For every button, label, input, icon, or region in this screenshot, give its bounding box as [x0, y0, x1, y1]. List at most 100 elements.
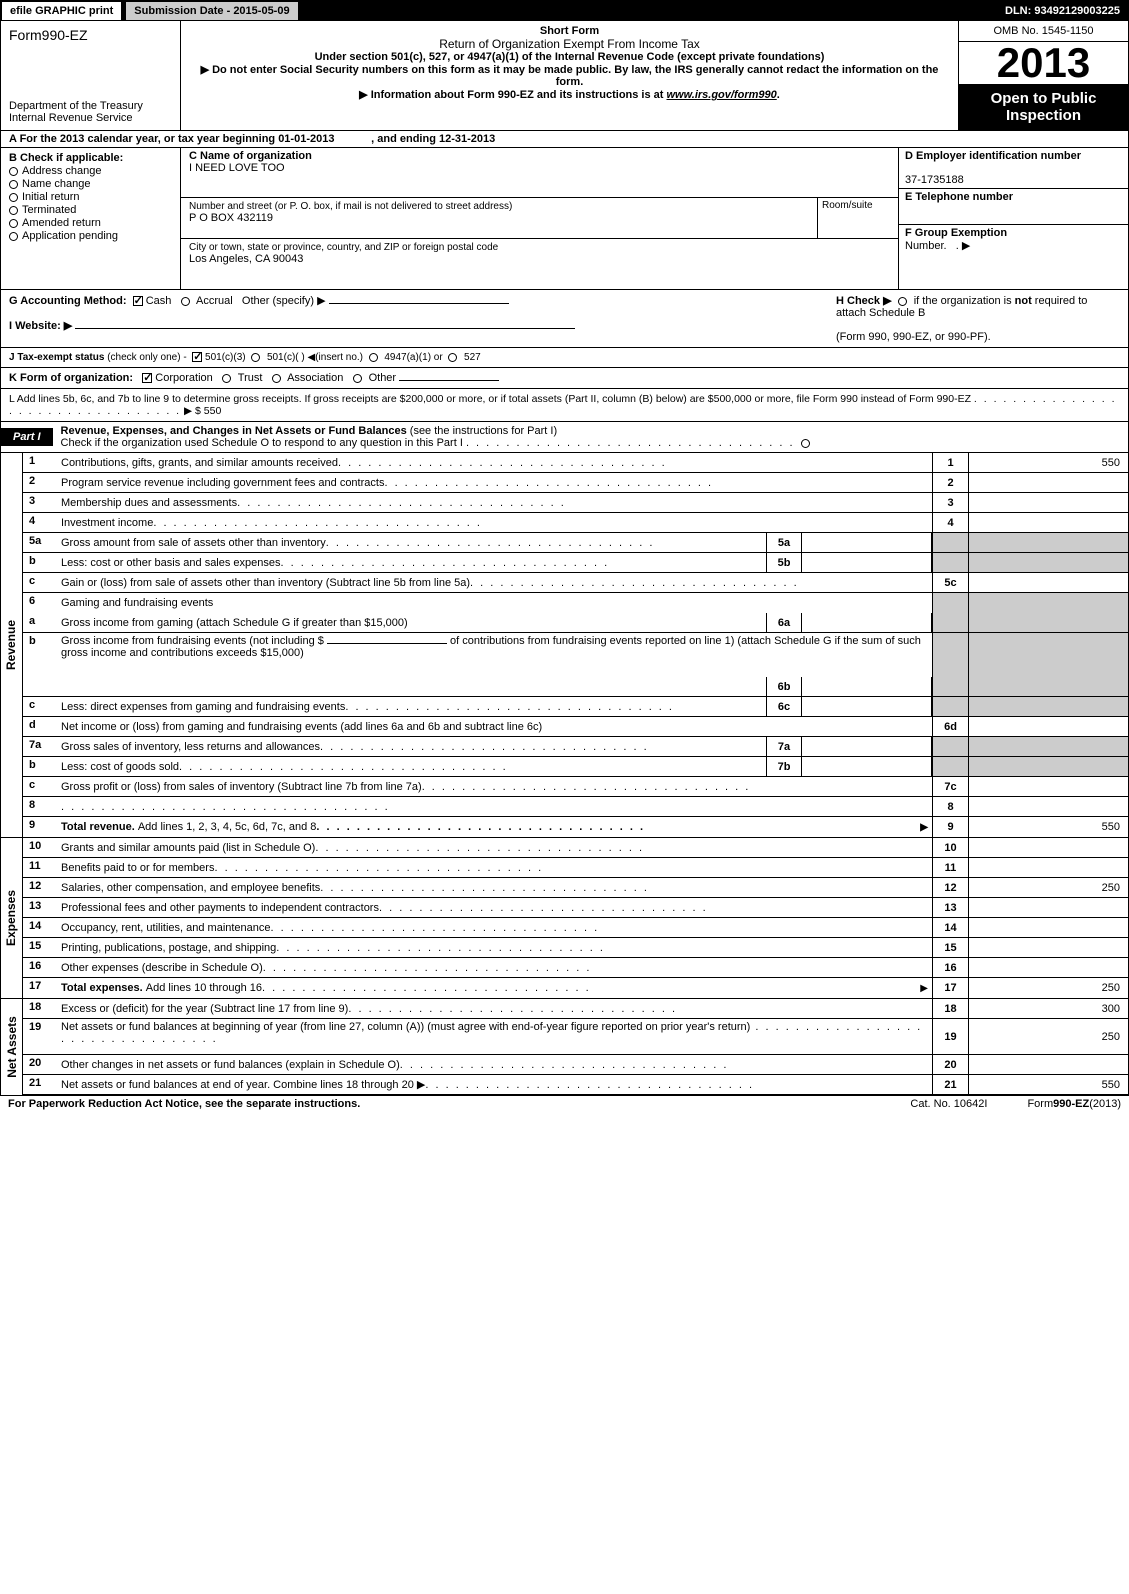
footer-mid: Cat. No. 10642I — [910, 1098, 987, 1110]
d-label: D Employer identification number — [905, 150, 1081, 162]
line-10: 10 Grants and similar amounts paid (list… — [23, 838, 1128, 858]
revenue-side-label: Revenue — [1, 453, 23, 837]
line-6b: 6b — [23, 677, 1128, 697]
line-7a: 7a Gross sales of inventory, less return… — [23, 737, 1128, 757]
expenses-table: 10 Grants and similar amounts paid (list… — [23, 838, 1128, 998]
ein-value: 37-1735188 — [905, 174, 964, 186]
line-9: 9 Total revenue. Add lines 1, 2, 3, 4, 5… — [23, 817, 1128, 837]
chk-h[interactable] — [898, 297, 907, 306]
j-sub: (check only one) - — [107, 352, 186, 363]
chk-527[interactable] — [448, 353, 457, 362]
chk-name-change[interactable]: Name change — [9, 178, 172, 190]
header-right: OMB No. 1545-1150 2013 Open to Public In… — [958, 21, 1128, 130]
k-label: K Form of organization: — [9, 372, 133, 384]
line-3: 3 Membership dues and assessments 3 — [23, 493, 1128, 513]
col-c: C Name of organization I NEED LOVE TOO N… — [181, 148, 898, 289]
header-main: Form990-EZ Department of the Treasury In… — [1, 21, 1128, 131]
return-title: Return of Organization Exempt From Incom… — [189, 37, 950, 51]
c-city-label: City or town, state or province, country… — [189, 242, 498, 253]
line-6d: d Net income or (loss) from gaming and f… — [23, 717, 1128, 737]
line-4: 4 Investment income 4 — [23, 513, 1128, 533]
chk-trust[interactable] — [222, 374, 231, 383]
col-b: B Check if applicable: Address change Na… — [1, 148, 181, 289]
line-19-value: 250 — [968, 1019, 1128, 1054]
g-label: G Accounting Method: — [9, 295, 127, 307]
chk-501c3[interactable] — [192, 352, 202, 362]
tax-year: 2013 — [959, 42, 1128, 84]
i-label: I Website: ▶ — [9, 320, 72, 332]
short-form: Short Form — [189, 25, 950, 37]
open-to-public: Open to Public Inspection — [959, 84, 1128, 130]
under-section: Under section 501(c), 527, or 4947(a)(1)… — [189, 51, 950, 63]
chk-corp[interactable] — [142, 373, 152, 383]
expenses-side-label: Expenses — [1, 838, 23, 998]
line-7c: c Gross profit or (loss) from sales of i… — [23, 777, 1128, 797]
org-city: Los Angeles, CA 90043 — [189, 253, 303, 265]
row-a-ending: , and ending 12-31-2013 — [371, 133, 495, 145]
j-label: J Tax-exempt status — [9, 352, 104, 363]
line-6: 6 Gaming and fundraising events — [23, 593, 1128, 613]
org-name: I NEED LOVE TOO — [189, 162, 285, 174]
c-addr-row: Number and street (or P. O. box, if mail… — [181, 198, 898, 239]
row-k: K Form of organization: Corporation Trus… — [1, 368, 1128, 389]
org-address: P O BOX 432119 — [189, 212, 273, 224]
line-17-value: 250 — [968, 978, 1128, 998]
c-name-row: C Name of organization I NEED LOVE TOO — [181, 148, 898, 198]
f-group: F Group Exemption Number. . ▶ — [899, 225, 1128, 289]
irs-link[interactable]: www.irs.gov/form990 — [667, 89, 777, 101]
line-5c: c Gain or (loss) from sale of assets oth… — [23, 573, 1128, 593]
row-gh: G Accounting Method: Cash Accrual Other … — [1, 290, 1128, 348]
line-5a: 5a Gross amount from sale of assets othe… — [23, 533, 1128, 553]
row-a-label: A For the 2013 calendar year, or tax yea… — [9, 133, 334, 145]
form-number: Form990-EZ — [9, 27, 172, 43]
line-5b: b Less: cost or other basis and sales ex… — [23, 553, 1128, 573]
footer-right: Form990-EZ(2013) — [1027, 1098, 1121, 1110]
line-11: 11 Benefits paid to or for members 11 — [23, 858, 1128, 878]
chk-other[interactable] — [353, 374, 362, 383]
line-15: 15 Printing, publications, postage, and … — [23, 938, 1128, 958]
l-text: L Add lines 5b, 6c, and 7b to line 9 to … — [9, 393, 971, 405]
h-label: H Check ▶ — [836, 295, 892, 307]
line-2: 2 Program service revenue including gove… — [23, 473, 1128, 493]
department: Department of the Treasury Internal Reve… — [9, 100, 172, 124]
line-18-value: 300 — [968, 999, 1128, 1018]
submission-date: Submission Date - 2015-05-09 — [126, 2, 297, 20]
net-assets-side-label: Net Assets — [1, 999, 23, 1095]
row-j: J Tax-exempt status (check only one) - 5… — [1, 348, 1128, 368]
dept-label: Department of the Treasury — [9, 100, 143, 112]
chk-amended[interactable]: Amended return — [9, 217, 172, 229]
chk-address-change[interactable]: Address change — [9, 165, 172, 177]
revenue-section: Revenue 1 Contributions, gifts, grants, … — [1, 453, 1128, 838]
chk-cash[interactable] — [133, 296, 143, 306]
footer-left: For Paperwork Reduction Act Notice, see … — [8, 1098, 870, 1110]
chk-assoc[interactable] — [272, 374, 281, 383]
expenses-section: Expenses 10 Grants and similar amounts p… — [1, 838, 1128, 999]
chk-schedule-o[interactable] — [801, 439, 810, 448]
b-label: B Check if applicable: — [9, 152, 123, 164]
line-13: 13 Professional fees and other payments … — [23, 898, 1128, 918]
line-14: 14 Occupancy, rent, utilities, and maint… — [23, 918, 1128, 938]
line-19: 19 Net assets or fund balances at beginn… — [23, 1019, 1128, 1055]
chk-501c[interactable] — [251, 353, 260, 362]
section-bcde: B Check if applicable: Address change Na… — [1, 148, 1128, 290]
chk-4947[interactable] — [369, 353, 378, 362]
efile-print: efile GRAPHIC print — [1, 1, 122, 21]
h-sub: (Form 990, 990-EZ, or 990-PF). — [836, 331, 991, 343]
chk-pending[interactable]: Application pending — [9, 230, 172, 242]
chk-terminated[interactable]: Terminated — [9, 204, 172, 216]
line-12-value: 250 — [968, 878, 1128, 897]
chk-accrual[interactable] — [181, 297, 190, 306]
c-addr-label: Number and street (or P. O. box, if mail… — [189, 201, 512, 212]
line-8: 8 8 — [23, 797, 1128, 817]
f-label: F Group Exemption — [905, 227, 1007, 239]
line-21: 21 Net assets or fund balances at end of… — [23, 1075, 1128, 1095]
info-prefix: ▶ Information about Form 990-EZ and its … — [359, 89, 666, 101]
line-17: 17 Total expenses. Add lines 10 through … — [23, 978, 1128, 998]
header-left: Form990-EZ Department of the Treasury In… — [1, 21, 181, 130]
line-7b: b Less: cost of goods sold 7b — [23, 757, 1128, 777]
row-l: L Add lines 5b, 6c, and 7b to line 9 to … — [1, 389, 1128, 422]
chk-initial-return[interactable]: Initial return — [9, 191, 172, 203]
line-21-value: 550 — [968, 1075, 1128, 1094]
net-assets-table: 18 Excess or (deficit) for the year (Sub… — [23, 999, 1128, 1095]
line-16: 16 Other expenses (describe in Schedule … — [23, 958, 1128, 978]
